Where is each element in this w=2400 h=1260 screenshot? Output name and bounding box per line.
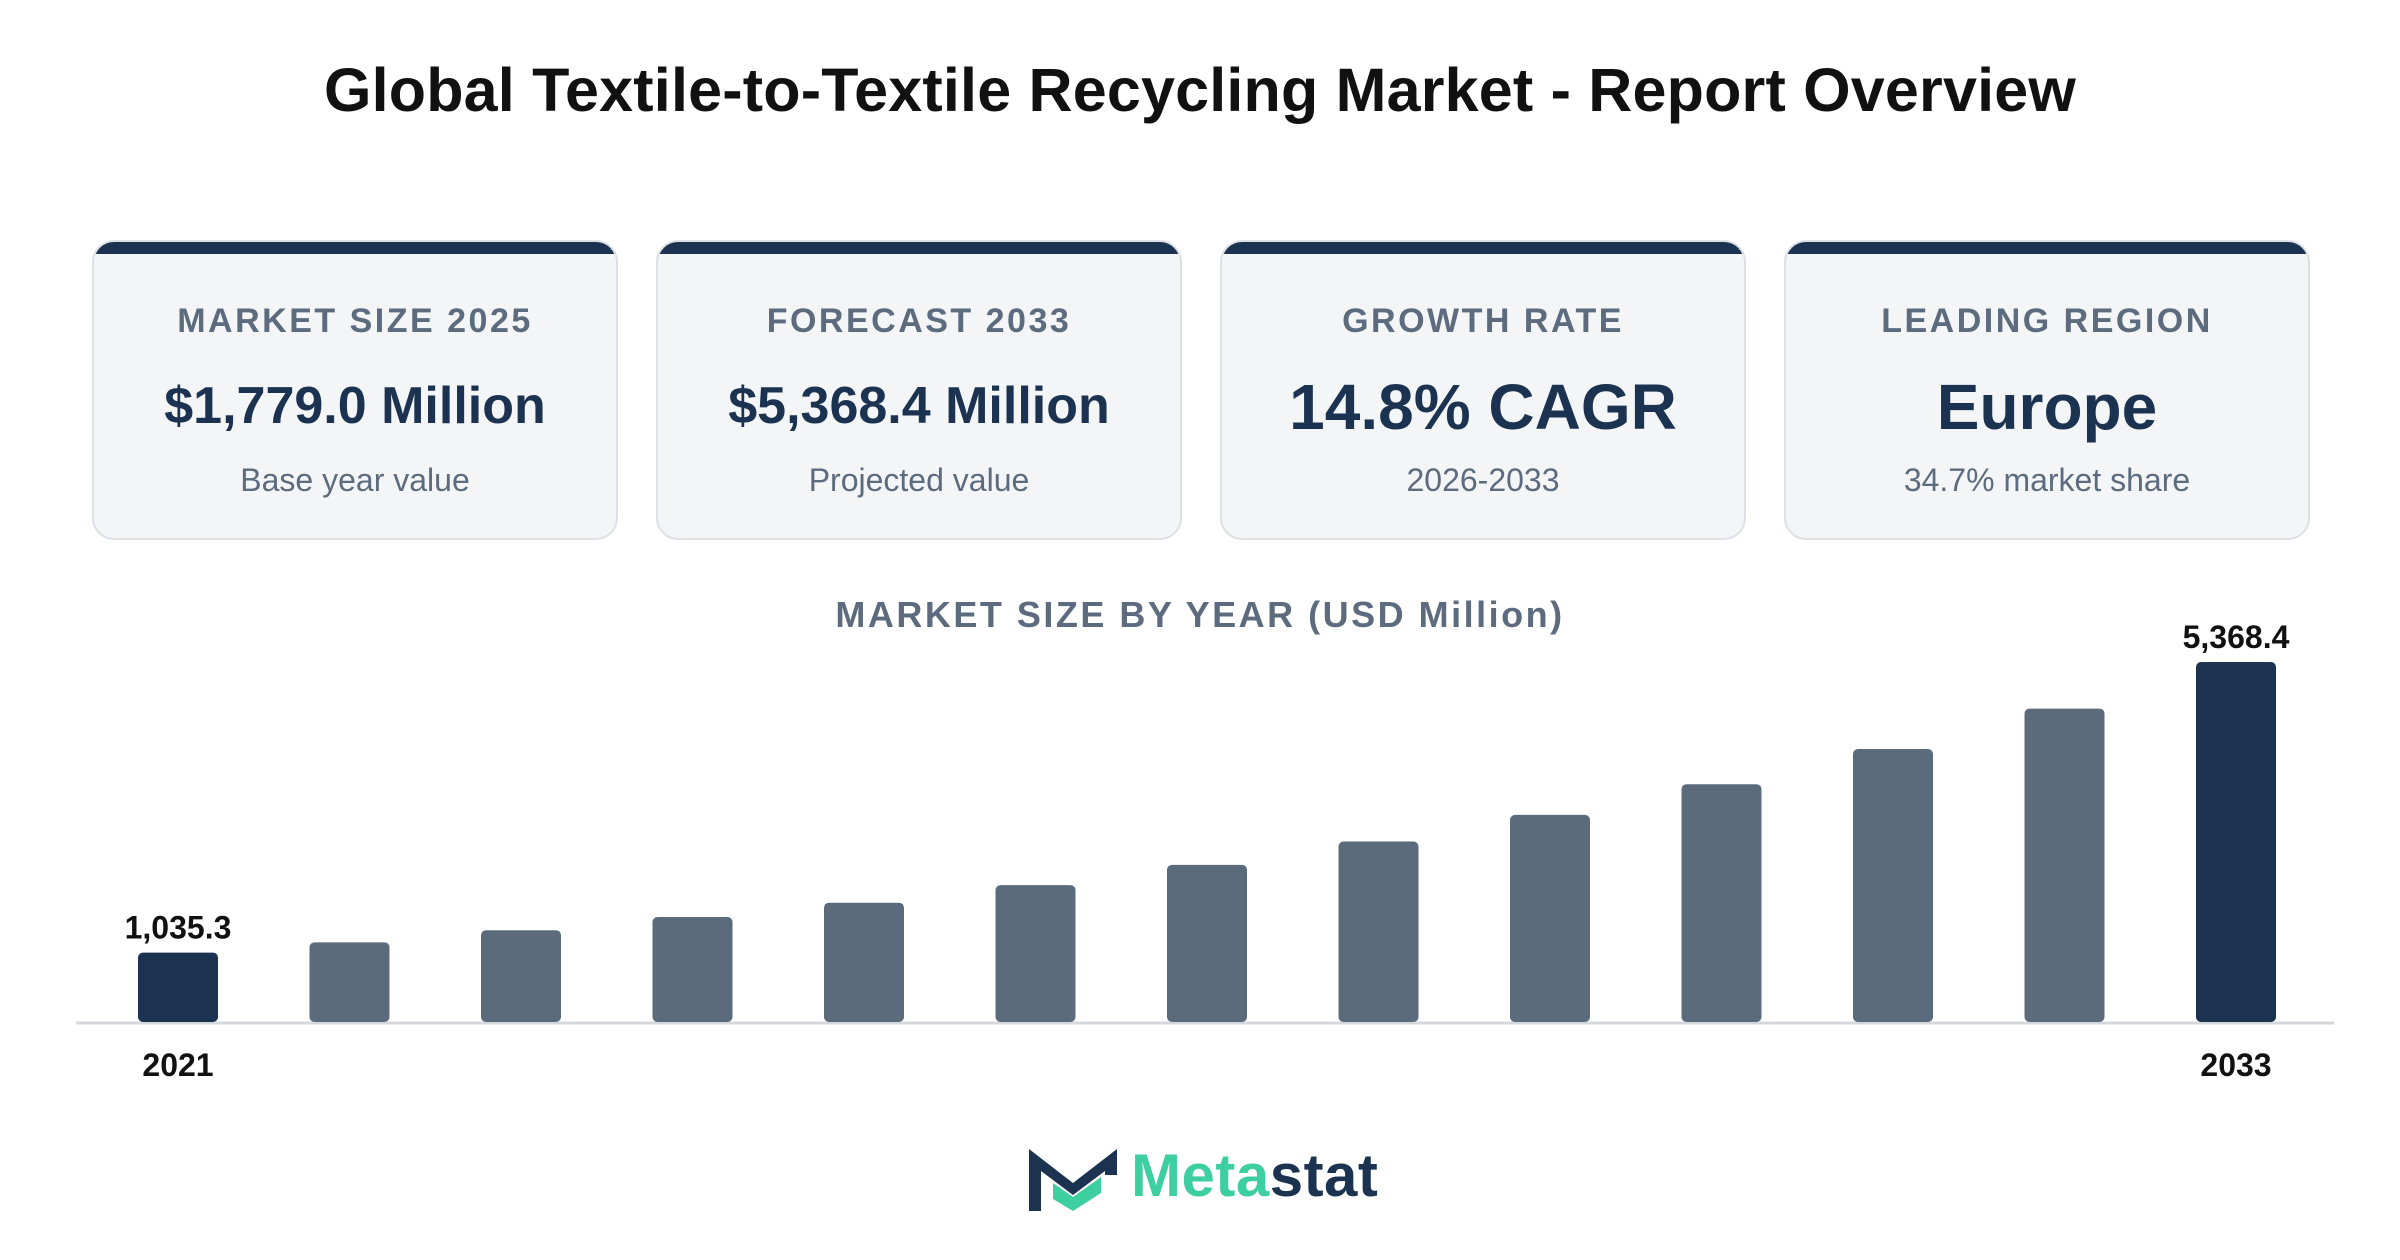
- bar-2021: [138, 952, 218, 1022]
- bar-2024: [652, 917, 733, 1022]
- card-label: MARKET SIZE 2025: [177, 302, 533, 340]
- logo-text-stat: stat: [1269, 1142, 1379, 1209]
- bar-2029: [1510, 814, 1590, 1022]
- card-growth-rate: GROWTH RATE 14.8% CAGR 2026-2033: [1220, 240, 1746, 540]
- card-subtext: Projected value: [808, 462, 1030, 498]
- logo-text-meta: Meta: [1131, 1142, 1270, 1209]
- card-leading-region: LEADING REGION Europe 34.7% market share: [1784, 240, 2310, 540]
- card-value: Europe: [1936, 371, 2158, 443]
- bar-2030: [1681, 784, 1762, 1022]
- bar-2031: [1853, 749, 1933, 1022]
- bar-2032: [2024, 708, 2105, 1022]
- card-value: $1,779.0 Million: [164, 377, 546, 435]
- data-label-2021: 1,035.3: [125, 910, 232, 946]
- metastat-logo-icon: [1029, 1149, 1117, 1211]
- card-accent-bar: [1786, 242, 2308, 254]
- card-label: FORECAST 2033: [766, 302, 1072, 340]
- chart-title: MARKET SIZE BY YEAR (USD Million): [835, 594, 1565, 635]
- kpi-cards: MARKET SIZE 2025 $1,779.0 Million Base y…: [92, 240, 2310, 540]
- market-size-chart: MARKET SIZE BY YEAR (USD Million) 1,035.…: [0, 580, 2400, 1100]
- card-accent-bar: [94, 242, 616, 254]
- page-title: Global Textile-to-Textile Recycling Mark…: [323, 56, 2077, 124]
- bar-2028: [1338, 841, 1419, 1022]
- data-label-2033: 5,368.4: [2183, 619, 2290, 655]
- bar-chart-svg: 1,035.3 2021 5,368.4 2033: [76, 619, 2334, 1083]
- bar-2022: [309, 942, 390, 1022]
- card-forecast: FORECAST 2033 $5,368.4 Million Projected…: [656, 240, 1182, 540]
- bar-2027: [1167, 864, 1247, 1022]
- metastat-logo: Metastat: [1025, 1135, 1395, 1215]
- bar-2026: [995, 885, 1076, 1022]
- card-market-size: MARKET SIZE 2025 $1,779.0 Million Base y…: [92, 240, 618, 540]
- card-accent-bar: [658, 242, 1180, 254]
- bar-2023: [481, 930, 561, 1022]
- card-value: $5,368.4 Million: [728, 377, 1110, 435]
- card-label: GROWTH RATE: [1342, 302, 1624, 340]
- card-subtext: 34.7% market share: [1903, 462, 2191, 498]
- logo-wordmark: Metastat: [1131, 1141, 1378, 1210]
- card-subtext: 2026-2033: [1406, 462, 1560, 498]
- bar-2033: [2196, 662, 2276, 1022]
- card-accent-bar: [1222, 242, 1744, 254]
- card-label: LEADING REGION: [1881, 302, 2213, 340]
- card-subtext: Base year value: [240, 462, 470, 498]
- bar-2025: [824, 902, 904, 1022]
- tick-label-2033: 2033: [2200, 1047, 2271, 1083]
- tick-label-2021: 2021: [142, 1047, 213, 1083]
- card-value: 14.8% CAGR: [1289, 371, 1677, 443]
